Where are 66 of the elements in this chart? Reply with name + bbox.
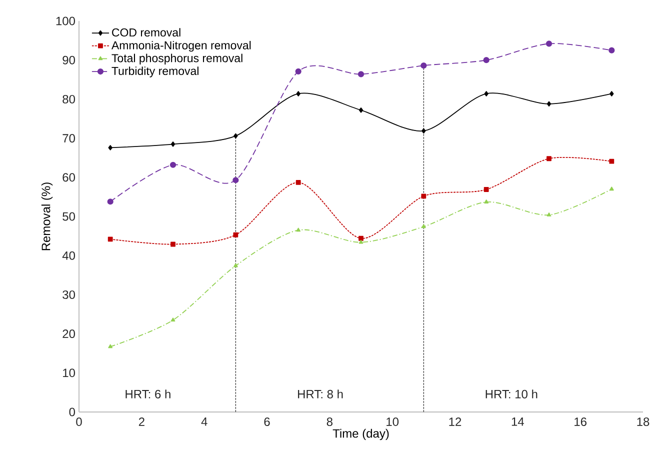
y-tick-label: 20 xyxy=(62,330,76,338)
point xyxy=(108,145,112,150)
x-tick-label: 12 xyxy=(449,418,462,426)
annotation: HRT: 8 h xyxy=(298,390,343,398)
y-tick-label: 50 xyxy=(62,212,76,221)
point xyxy=(233,263,238,268)
x-tick-label: 4 xyxy=(201,418,208,426)
point xyxy=(108,344,113,348)
point xyxy=(421,194,426,199)
point xyxy=(170,142,176,147)
point xyxy=(296,228,301,232)
point xyxy=(546,156,552,162)
legend-label: Ammonia-Nitrogen removal xyxy=(111,40,251,52)
y-tick-label: 60 xyxy=(62,173,76,182)
y-tick-label: 90 xyxy=(62,56,76,64)
point xyxy=(296,180,301,185)
y-tick-label: 40 xyxy=(62,251,76,260)
point xyxy=(296,91,300,96)
y-tick-label: 70 xyxy=(62,134,76,143)
point xyxy=(483,57,490,64)
x-tick-label: 18 xyxy=(637,418,650,426)
legend-label: COD removal xyxy=(112,28,180,37)
point xyxy=(546,212,552,216)
annotation: HRT: 10 h xyxy=(486,390,538,398)
point xyxy=(233,232,238,238)
legend-label: Turbidity removal xyxy=(112,66,198,78)
point xyxy=(170,318,176,322)
point xyxy=(422,128,426,134)
point xyxy=(420,62,427,69)
x-tick-label: 10 xyxy=(386,418,399,426)
point xyxy=(358,236,364,241)
point xyxy=(609,158,614,164)
point xyxy=(484,200,489,204)
x-tick-label: 2 xyxy=(138,418,144,426)
x-axis-title: Time (day) xyxy=(332,428,389,440)
y-tick-label: 30 xyxy=(62,290,76,299)
legend-label: Total phosphorus removal xyxy=(112,54,242,64)
point xyxy=(170,242,176,247)
point xyxy=(546,101,552,107)
x-tick-label: 6 xyxy=(264,418,270,426)
point xyxy=(610,91,614,96)
annotation: HRT: 6 h xyxy=(126,390,170,398)
y-axis-title: Removal (%) xyxy=(41,182,53,250)
point xyxy=(358,71,364,78)
point xyxy=(358,240,364,244)
point xyxy=(232,177,239,184)
x-tick-label: 16 xyxy=(574,418,586,426)
point xyxy=(170,162,176,168)
y-tick-label: 80 xyxy=(62,94,76,104)
point xyxy=(609,186,614,191)
x-tick-label: 8 xyxy=(326,418,332,426)
point xyxy=(546,40,552,47)
point xyxy=(484,187,489,192)
point xyxy=(107,198,114,205)
point xyxy=(295,68,302,74)
y-tick-label: 10 xyxy=(63,368,76,378)
x-tick-label: 14 xyxy=(512,418,524,426)
point xyxy=(608,47,615,54)
point xyxy=(358,107,364,113)
point xyxy=(484,91,488,96)
x-tick-label: 0 xyxy=(76,418,82,426)
point xyxy=(421,224,426,228)
y-tick-label: 100 xyxy=(56,16,76,26)
y-tick-label: 0 xyxy=(69,408,76,416)
point xyxy=(108,236,113,242)
point xyxy=(234,133,238,139)
